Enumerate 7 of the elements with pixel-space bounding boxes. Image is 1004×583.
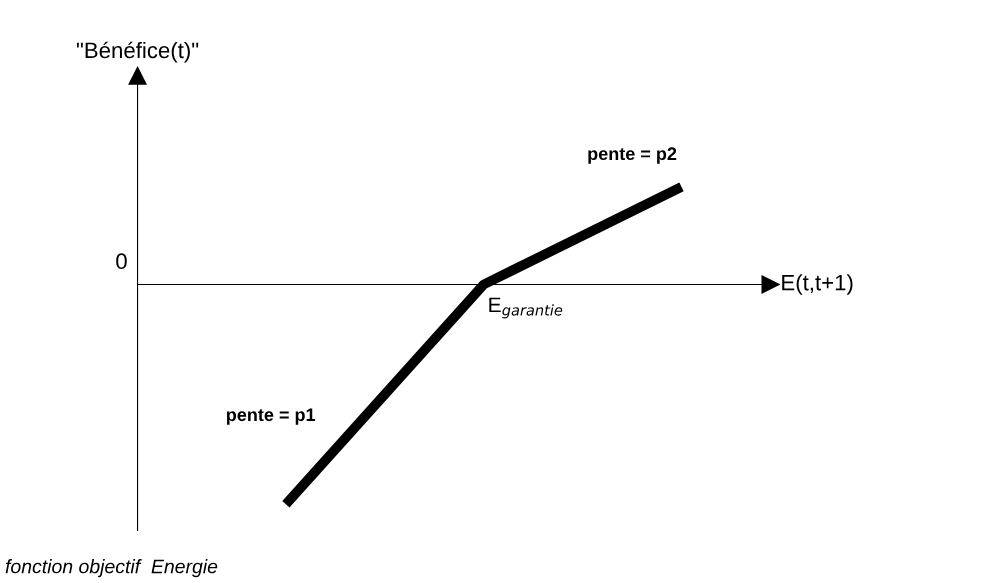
text: pente = p2 [588, 147, 677, 164]
x-axis-title: E(t,t+1) [782, 274, 853, 295]
annotation: pente = p1 [226, 408, 316, 425]
text: fonction objectif Energie [5, 559, 218, 578]
annotation: E$_{garantie}$ [489, 297, 563, 319]
text: 0 [116, 253, 127, 270]
text: "Bénéfice(t)" [76, 41, 199, 63]
